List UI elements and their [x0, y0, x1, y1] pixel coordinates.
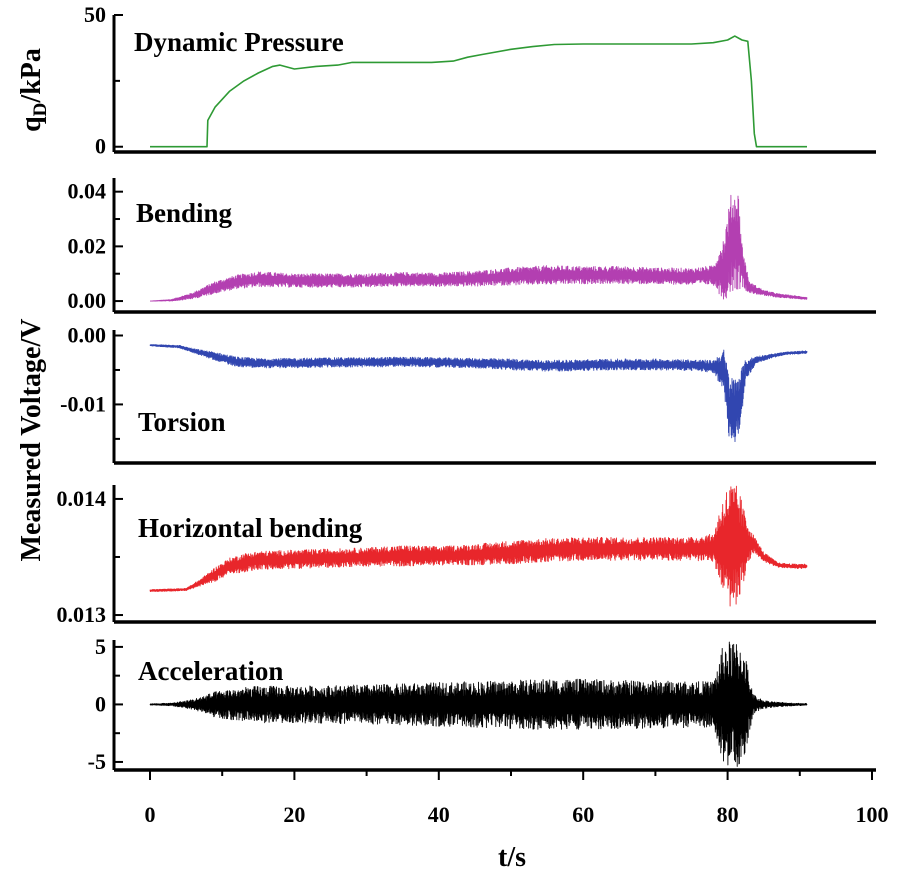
- acceleration-label: Acceleration: [138, 656, 283, 686]
- pressure-y-axis-symbol: q: [16, 116, 47, 132]
- torsion-label: Torsion: [138, 407, 226, 437]
- y-tick-label: 50: [84, 2, 106, 27]
- bending-series-line: [149, 194, 808, 302]
- horizontal-bending-label: Horizontal bending: [138, 513, 363, 543]
- bending-label: Bending: [136, 198, 233, 228]
- acceleration-panel: 5 0 -5: [88, 634, 876, 774]
- y-tick-label: -0.01: [60, 391, 106, 416]
- x-tick-label: 40: [428, 802, 450, 827]
- y-tick-label: 0.013: [57, 602, 107, 627]
- torsion-series-line: [149, 344, 808, 443]
- x-axis: 0 20 40 60 80 100: [145, 770, 889, 827]
- y-tick-label: -5: [88, 749, 106, 774]
- x-tick-label: 0: [145, 802, 156, 827]
- y-tick-label: 5: [95, 634, 106, 659]
- horizontal-bending-series-line: [149, 485, 808, 607]
- y-tick-label: 0.014: [57, 486, 107, 511]
- shared-y-axis-title: Measured Voltage/V: [16, 319, 47, 562]
- y-tick-label: 0: [95, 134, 106, 159]
- x-tick-label: 80: [717, 802, 739, 827]
- x-tick-label: 60: [572, 802, 594, 827]
- pressure-y-axis-title: qD/kPa: [16, 48, 51, 132]
- bending-panel: 0.00 0.02 0.04: [68, 178, 876, 314]
- y-tick-label: 0.02: [68, 233, 107, 258]
- dynamic-pressure-series-line: [150, 35, 807, 148]
- acceleration-series-line: [149, 641, 808, 767]
- y-tick-label: 0.00: [68, 323, 107, 348]
- torsion-panel: 0.00 -0.01: [60, 323, 876, 465]
- x-tick-label: 100: [856, 802, 889, 827]
- dynamic-pressure-label: Dynamic Pressure: [134, 27, 344, 57]
- x-axis-title: t/s: [498, 842, 526, 873]
- horizontal-bending-panel: 0.014 0.013: [57, 485, 876, 627]
- y-tick-label: 0.00: [68, 288, 107, 313]
- pressure-y-axis-unit: /kPa: [16, 48, 47, 103]
- pressure-y-axis-subscript: D: [30, 103, 51, 117]
- dynamic-pressure-panel: 0 50: [84, 2, 876, 159]
- x-tick-label: 20: [283, 802, 305, 827]
- y-tick-label: 0.04: [68, 179, 107, 204]
- y-tick-label: 0: [95, 691, 106, 716]
